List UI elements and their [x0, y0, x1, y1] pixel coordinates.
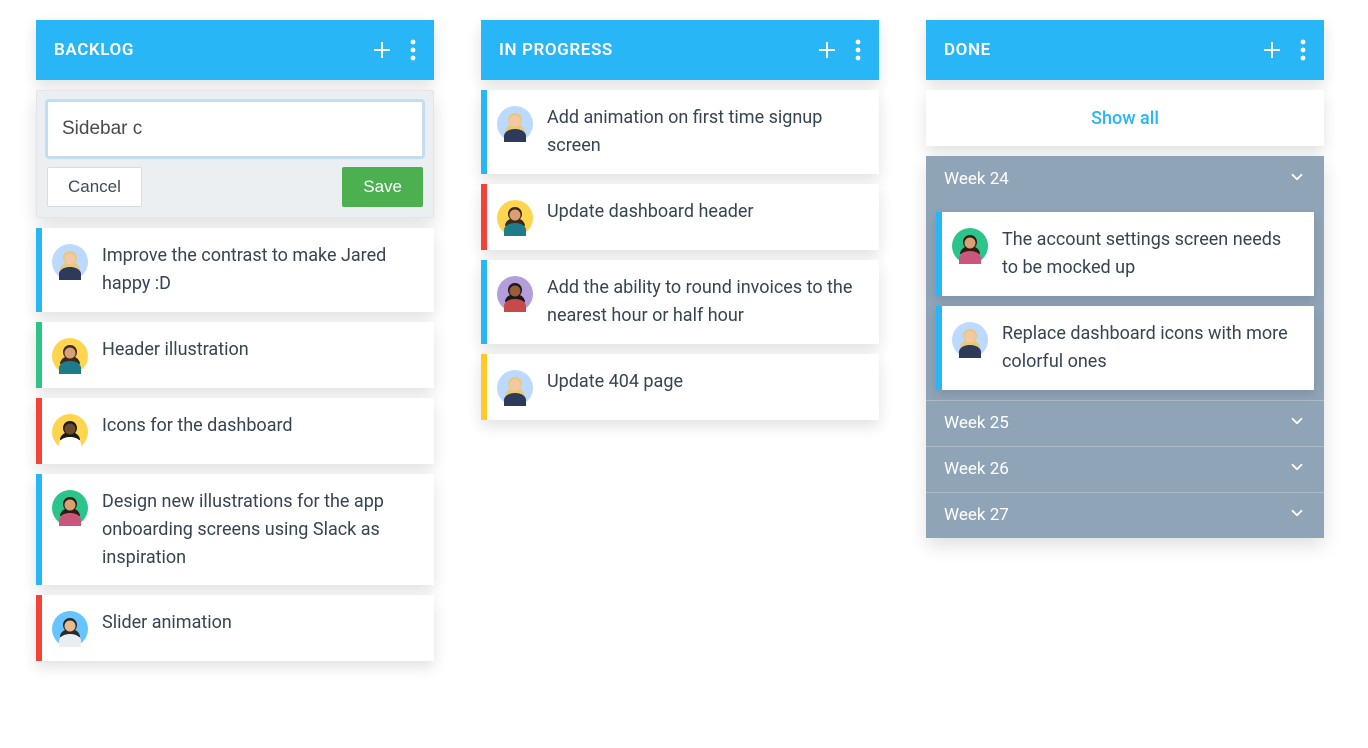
add-card-icon[interactable] [815, 38, 839, 62]
avatar [52, 490, 88, 526]
avatar [952, 322, 988, 358]
add-card-icon[interactable] [1260, 38, 1284, 62]
editor-actions: Cancel Save [47, 167, 423, 207]
card-text: Update dashboard header [547, 198, 754, 226]
column-title: BACKLOG [54, 40, 134, 60]
week-header[interactable]: Week 26 [926, 446, 1324, 492]
chevron-down-icon [1288, 504, 1306, 527]
card-text: Update 404 page [547, 368, 683, 396]
card-text: The account settings screen needs to be … [1002, 226, 1298, 282]
column-header-done: DONE [926, 20, 1324, 80]
show-all-button[interactable]: Show all [926, 90, 1324, 146]
column-backlog: BACKLOG Cancel Save Improve the contrast… [36, 20, 434, 661]
task-card[interactable]: Replace dashboard icons with more colorf… [936, 306, 1314, 390]
avatar [952, 228, 988, 264]
card-text: Add animation on first time signup scree… [547, 104, 863, 160]
chevron-down-icon [1288, 168, 1306, 191]
column-header-actions [1260, 38, 1306, 62]
new-card-editor: Cancel Save [36, 90, 434, 218]
task-card[interactable]: Update 404 page [481, 354, 879, 420]
avatar [497, 200, 533, 236]
avatar [497, 370, 533, 406]
column-header-in-progress: IN PROGRESS [481, 20, 879, 80]
task-card[interactable]: Slider animation [36, 595, 434, 661]
column-header-backlog: BACKLOG [36, 20, 434, 80]
column-menu-icon[interactable] [855, 39, 861, 61]
column-menu-icon[interactable] [1300, 39, 1306, 61]
in-progress-cards: Add animation on first time signup scree… [481, 90, 879, 420]
column-header-actions [370, 38, 416, 62]
task-card[interactable]: Add the ability to round invoices to the… [481, 260, 879, 344]
column-menu-icon[interactable] [410, 39, 416, 61]
card-text: Replace dashboard icons with more colorf… [1002, 320, 1298, 376]
column-done: DONE Show all Week 24 The account settin… [926, 20, 1324, 661]
week-label: Week 25 [944, 413, 1009, 433]
week-label: Week 27 [944, 505, 1009, 525]
save-button[interactable]: Save [342, 167, 423, 207]
avatar [52, 244, 88, 280]
cancel-button[interactable]: Cancel [47, 167, 142, 207]
week-label: Week 24 [944, 169, 1009, 189]
task-card[interactable]: Improve the contrast to make Jared happy… [36, 228, 434, 312]
task-card[interactable]: Icons for the dashboard [36, 398, 434, 464]
card-text: Icons for the dashboard [102, 412, 293, 440]
card-text: Design new illustrations for the app onb… [102, 488, 418, 572]
backlog-cards: Improve the contrast to make Jared happy… [36, 228, 434, 661]
task-card[interactable]: Add animation on first time signup scree… [481, 90, 879, 174]
card-text: Improve the contrast to make Jared happy… [102, 242, 418, 298]
add-card-icon[interactable] [370, 38, 394, 62]
new-card-input[interactable] [47, 101, 423, 157]
task-card[interactable]: The account settings screen needs to be … [936, 212, 1314, 296]
task-card[interactable]: Header illustration [36, 322, 434, 388]
column-header-actions [815, 38, 861, 62]
avatar [52, 611, 88, 647]
avatar [497, 106, 533, 142]
week-label: Week 26 [944, 459, 1009, 479]
done-weeks: Week 24 The account settings screen need… [926, 156, 1324, 538]
card-text: Header illustration [102, 336, 249, 364]
card-text: Slider animation [102, 609, 232, 637]
kanban-board: BACKLOG Cancel Save Improve the contrast… [36, 20, 1332, 661]
column-in-progress: IN PROGRESS Add animation on first time … [481, 20, 879, 661]
avatar [497, 276, 533, 312]
avatar [52, 414, 88, 450]
chevron-down-icon [1288, 458, 1306, 481]
week-header[interactable]: Week 24 [926, 156, 1324, 202]
chevron-down-icon [1288, 412, 1306, 435]
task-card[interactable]: Update dashboard header [481, 184, 879, 250]
week-header[interactable]: Week 25 [926, 400, 1324, 446]
avatar [52, 338, 88, 374]
card-text: Add the ability to round invoices to the… [547, 274, 863, 330]
task-card[interactable]: Design new illustrations for the app onb… [36, 474, 434, 586]
column-title: DONE [944, 40, 991, 60]
week-header[interactable]: Week 27 [926, 492, 1324, 538]
week-body: The account settings screen needs to be … [926, 202, 1324, 400]
column-title: IN PROGRESS [499, 40, 613, 60]
